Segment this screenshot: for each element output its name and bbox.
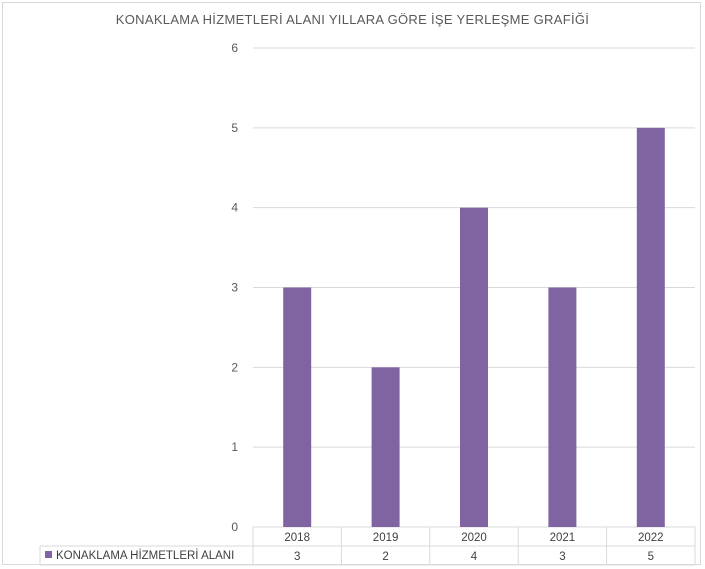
table-value: 2 (382, 551, 388, 563)
bar-2021 (548, 287, 577, 527)
y-tick-label: 4 (231, 201, 238, 215)
table-value: 5 (648, 551, 654, 563)
bar-2019 (371, 367, 400, 527)
x-tick-label: 2019 (373, 532, 399, 544)
bar-2020 (460, 207, 488, 527)
legend-key (45, 551, 52, 558)
x-tick-label: 2018 (284, 532, 310, 544)
bar-2022 (636, 127, 665, 527)
y-tick-label: 3 (231, 281, 238, 295)
table-value: 3 (294, 551, 300, 563)
table-value: 3 (559, 551, 565, 563)
chart-title: KONAKLAMA HİZMETLERİ ALANI YILLARA GÖRE … (115, 12, 590, 27)
x-tick-label: 2020 (461, 532, 487, 544)
y-tick-label: 1 (231, 440, 238, 454)
y-tick-label: 0 (231, 520, 238, 534)
table-value: 4 (471, 551, 478, 563)
x-tick-label: 2022 (638, 532, 664, 544)
legend-label: KONAKLAMA HİZMETLERİ ALANI (56, 549, 234, 562)
bar-2018 (283, 287, 312, 527)
bars (283, 127, 665, 527)
data-table: 2018 2019 2020 2021 2022 KONAKLAMA HİZMETLERİ… (39, 527, 696, 566)
y-tick-label: 6 (231, 41, 238, 55)
y-tick-label: 2 (231, 360, 238, 374)
y-tick-label: 5 (231, 121, 238, 135)
x-tick-label: 2021 (550, 532, 576, 544)
y-axis: 0 1 2 3 4 5 6 (231, 41, 238, 534)
